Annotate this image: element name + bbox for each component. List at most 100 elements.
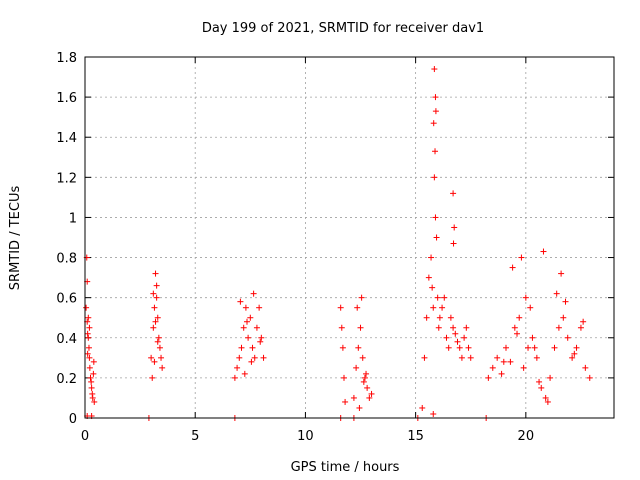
data-point bbox=[461, 334, 468, 341]
data-point bbox=[359, 354, 366, 361]
data-point bbox=[431, 66, 438, 73]
data-point bbox=[86, 324, 93, 331]
data-point bbox=[234, 364, 241, 371]
data-point bbox=[423, 314, 430, 321]
data-point bbox=[430, 304, 437, 311]
plot-frame bbox=[84, 56, 615, 419]
data-point bbox=[428, 254, 435, 261]
data-point bbox=[251, 354, 258, 361]
data-point bbox=[87, 374, 94, 381]
data-point bbox=[586, 374, 593, 381]
data-point bbox=[153, 294, 160, 301]
data-point bbox=[368, 390, 375, 397]
data-point bbox=[151, 304, 158, 311]
data-point bbox=[159, 364, 166, 371]
data-points bbox=[83, 66, 593, 421]
x-tick-label: 5 bbox=[191, 429, 199, 444]
y-tick-label: 0 bbox=[69, 412, 77, 427]
data-point bbox=[151, 358, 158, 365]
data-point bbox=[507, 358, 514, 365]
data-point bbox=[445, 344, 452, 351]
data-point bbox=[516, 314, 523, 321]
data-point bbox=[90, 358, 97, 365]
data-point bbox=[441, 294, 448, 301]
data-point bbox=[463, 324, 470, 331]
data-point bbox=[84, 350, 91, 357]
data-point bbox=[522, 294, 529, 301]
y-tick-label: 1.2 bbox=[56, 171, 77, 186]
data-point bbox=[340, 374, 347, 381]
data-point bbox=[553, 290, 560, 297]
data-point bbox=[149, 374, 156, 381]
data-point bbox=[573, 344, 580, 351]
data-point bbox=[245, 334, 252, 341]
data-point bbox=[560, 314, 567, 321]
data-point bbox=[511, 324, 518, 331]
data-point bbox=[85, 314, 92, 321]
data-point bbox=[88, 384, 95, 391]
data-point bbox=[447, 314, 454, 321]
data-point bbox=[540, 248, 547, 255]
data-point bbox=[249, 344, 256, 351]
data-point bbox=[529, 334, 536, 341]
data-point bbox=[154, 338, 161, 345]
y-tick-label: 0.6 bbox=[56, 292, 77, 307]
data-point bbox=[435, 324, 442, 331]
data-point bbox=[432, 94, 439, 101]
data-point bbox=[450, 190, 457, 197]
data-point bbox=[555, 324, 562, 331]
x-tick-label: 0 bbox=[81, 429, 89, 444]
data-point bbox=[436, 314, 443, 321]
data-point bbox=[432, 108, 439, 115]
data-point bbox=[237, 298, 244, 305]
data-point bbox=[429, 284, 436, 291]
data-point bbox=[91, 398, 98, 405]
data-point bbox=[242, 304, 249, 311]
data-point bbox=[518, 254, 525, 261]
y-tick-label: 1 bbox=[69, 211, 77, 226]
data-point bbox=[432, 148, 439, 155]
data-point bbox=[419, 404, 426, 411]
data-point bbox=[247, 314, 254, 321]
data-point bbox=[525, 344, 532, 351]
data-point bbox=[83, 304, 90, 311]
data-point bbox=[571, 350, 578, 357]
data-point bbox=[489, 364, 496, 371]
x-tick-label: 10 bbox=[297, 429, 314, 444]
data-point bbox=[250, 290, 257, 297]
data-point bbox=[88, 378, 95, 385]
data-point bbox=[366, 394, 373, 401]
data-point bbox=[158, 354, 165, 361]
data-point bbox=[433, 234, 440, 241]
data-point bbox=[520, 364, 527, 371]
data-point bbox=[536, 378, 543, 385]
y-axis-label: SRMTID / TECUs bbox=[8, 186, 23, 291]
data-point bbox=[531, 344, 538, 351]
data-point bbox=[338, 324, 345, 331]
y-tick-label: 1.4 bbox=[56, 131, 77, 146]
data-point bbox=[434, 294, 441, 301]
data-point bbox=[150, 290, 157, 297]
data-point bbox=[364, 384, 371, 391]
data-point bbox=[467, 354, 474, 361]
data-point bbox=[450, 324, 457, 331]
data-point bbox=[430, 410, 437, 417]
data-point bbox=[155, 334, 162, 341]
data-point bbox=[558, 270, 565, 277]
data-point bbox=[502, 344, 509, 351]
x-axis-ticks: 0 5 10 15 20 bbox=[81, 57, 534, 444]
data-point bbox=[253, 324, 260, 331]
data-point bbox=[443, 334, 450, 341]
data-point bbox=[256, 304, 263, 311]
data-point bbox=[241, 370, 248, 377]
y-tick-label: 1.8 bbox=[56, 51, 77, 66]
data-point bbox=[258, 334, 265, 341]
data-point bbox=[339, 344, 346, 351]
data-point bbox=[514, 330, 521, 337]
data-point bbox=[154, 314, 161, 321]
data-point bbox=[500, 358, 507, 365]
data-point bbox=[439, 304, 446, 311]
data-point bbox=[430, 120, 437, 127]
